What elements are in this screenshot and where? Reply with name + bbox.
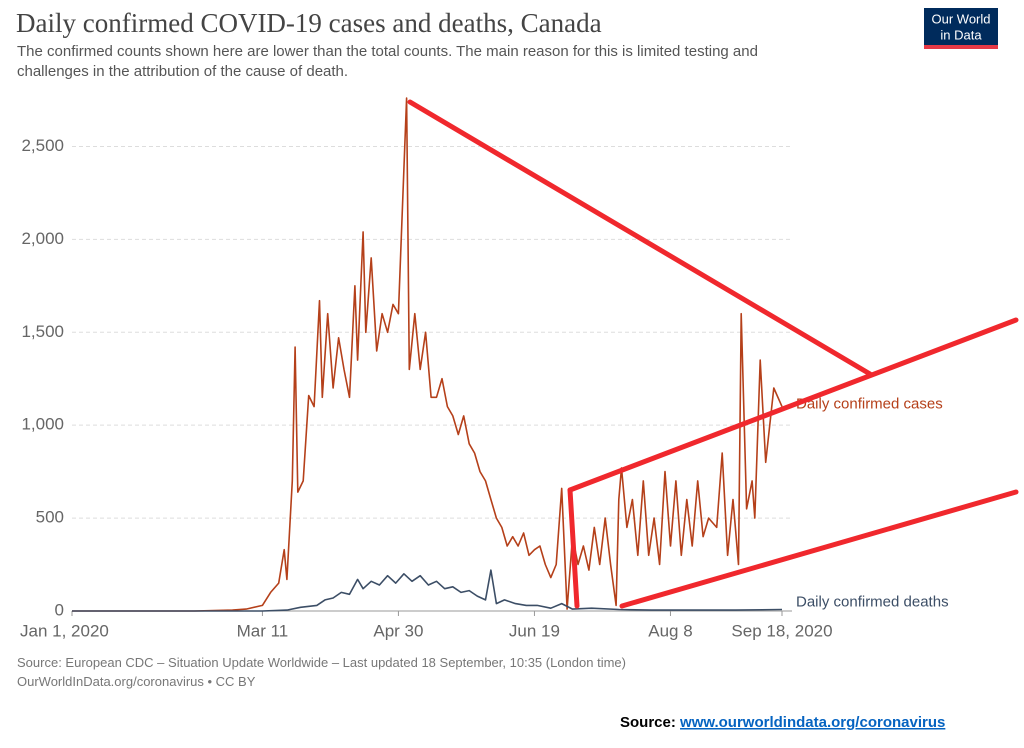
annotation-line xyxy=(619,489,1019,609)
subtitle: The confirmed counts shown here are lowe… xyxy=(17,43,758,60)
logo: Our World in Data xyxy=(924,8,998,49)
y-tick-label: 1,000 xyxy=(21,415,64,434)
series-label: Daily confirmed cases xyxy=(796,396,943,413)
x-tick-label: Sep 18, 2020 xyxy=(731,621,832,640)
logo-text: Our World xyxy=(932,11,991,26)
y-tick-label: 2,000 xyxy=(21,229,64,248)
series-line xyxy=(72,569,783,612)
series-line xyxy=(72,97,783,612)
footer: Source: www.ourworldindata.org/coronavir… xyxy=(620,714,945,731)
y-tick-label: 1,500 xyxy=(21,322,64,341)
logo-bar xyxy=(924,45,998,49)
annotation xyxy=(407,99,1019,609)
footer-link[interactable]: www.ourworldindata.org/coronavirus xyxy=(679,714,945,731)
source: Source: European CDC – Situation Update … xyxy=(17,655,626,670)
y-tick-label: 0 xyxy=(55,600,64,619)
x-tick-label: Aug 8 xyxy=(648,621,692,640)
x-tick-label: Jun 19 xyxy=(509,621,560,640)
annotation-line xyxy=(567,487,580,609)
x-tick-label: Apr 30 xyxy=(373,621,423,640)
series-label: Daily confirmed deaths xyxy=(796,593,949,610)
footer-label: Source: xyxy=(620,714,676,731)
logo-box xyxy=(924,8,998,48)
y-tick-label: 2,500 xyxy=(21,136,64,155)
annotation-line xyxy=(567,317,1019,493)
plot: 0 500 1,000 1,500 2,000 2,500 Jan 1, 2020 Mar 1… xyxy=(20,97,949,640)
source: OurWorldInData.org/coronavirus • CC BY xyxy=(17,674,256,689)
y-tick-label: 500 xyxy=(36,508,64,527)
annotation-line xyxy=(407,99,873,377)
x-tick-label: Mar 11 xyxy=(237,621,289,640)
chart-title: Daily confirmed COVID-19 cases and death… xyxy=(16,8,602,38)
subtitle: challenges in the attribution of the cau… xyxy=(17,63,348,80)
x-tick-label: Jan 1, 2020 xyxy=(20,621,109,640)
logo-text: in Data xyxy=(940,27,982,42)
